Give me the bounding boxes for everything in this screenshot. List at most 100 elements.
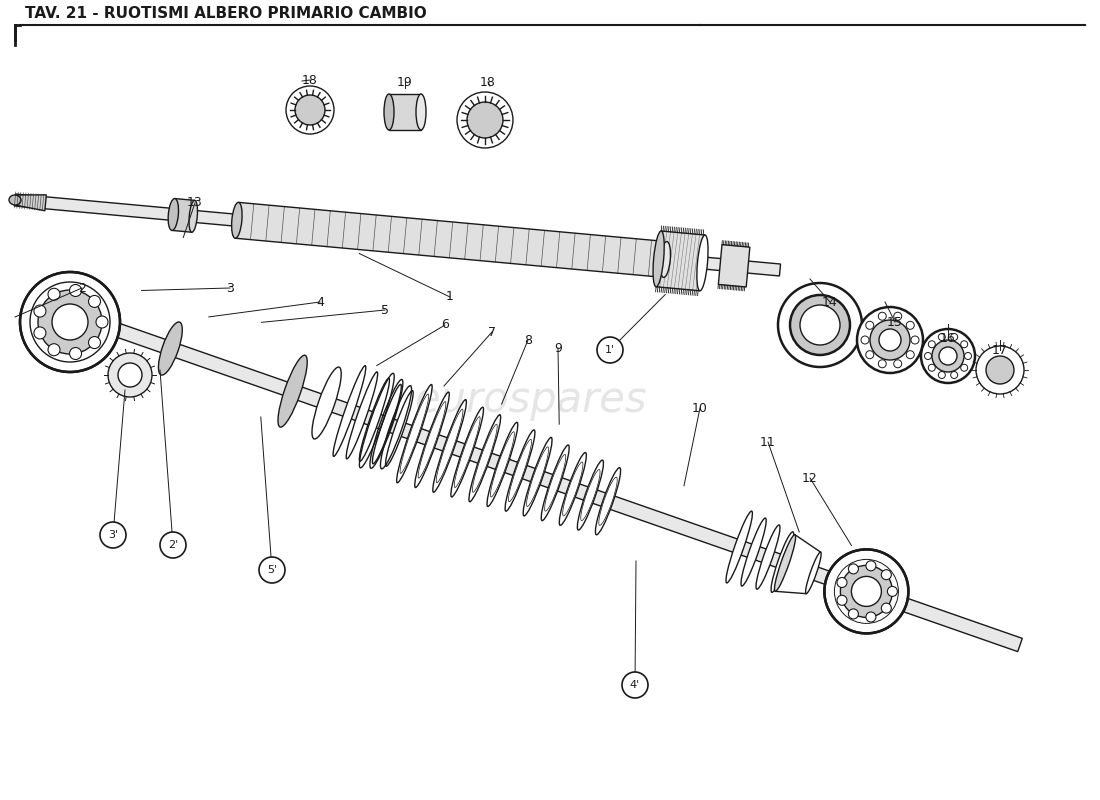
- Circle shape: [824, 550, 909, 634]
- Ellipse shape: [524, 438, 552, 516]
- Circle shape: [621, 672, 648, 698]
- Ellipse shape: [416, 94, 426, 130]
- Text: 13: 13: [187, 197, 202, 210]
- Circle shape: [857, 307, 923, 373]
- Ellipse shape: [726, 511, 752, 583]
- Text: 11: 11: [760, 435, 775, 449]
- Circle shape: [866, 322, 873, 330]
- Polygon shape: [14, 194, 781, 276]
- Circle shape: [88, 337, 100, 349]
- Circle shape: [69, 347, 81, 359]
- Circle shape: [986, 356, 1014, 384]
- Circle shape: [39, 290, 102, 354]
- Text: 3': 3': [108, 530, 118, 540]
- Polygon shape: [718, 245, 750, 287]
- Text: 2: 2: [78, 282, 86, 294]
- Text: 16: 16: [940, 331, 956, 345]
- Text: 2': 2': [168, 540, 178, 550]
- Ellipse shape: [595, 468, 620, 534]
- Ellipse shape: [232, 202, 242, 238]
- Text: 1: 1: [447, 290, 454, 303]
- Text: 14: 14: [822, 295, 838, 309]
- Circle shape: [924, 353, 932, 359]
- Ellipse shape: [451, 407, 484, 497]
- Circle shape: [906, 350, 914, 358]
- Circle shape: [921, 329, 975, 383]
- Text: 4': 4': [630, 680, 640, 690]
- Ellipse shape: [653, 231, 664, 286]
- Text: 12: 12: [802, 471, 818, 485]
- Ellipse shape: [9, 195, 21, 205]
- Circle shape: [878, 312, 887, 320]
- Ellipse shape: [774, 534, 795, 591]
- Circle shape: [911, 336, 918, 344]
- Circle shape: [88, 295, 100, 307]
- Circle shape: [800, 305, 840, 345]
- Ellipse shape: [397, 385, 432, 482]
- Ellipse shape: [189, 200, 198, 232]
- Ellipse shape: [360, 378, 389, 462]
- Circle shape: [52, 304, 88, 340]
- Ellipse shape: [168, 198, 178, 230]
- Text: TAV. 21 - RUOTISMI ALBERO PRIMARIO CAMBIO: TAV. 21 - RUOTISMI ALBERO PRIMARIO CAMBI…: [25, 6, 427, 21]
- Circle shape: [928, 341, 935, 348]
- Polygon shape: [235, 202, 667, 278]
- Circle shape: [848, 609, 858, 619]
- Circle shape: [597, 337, 623, 363]
- Circle shape: [950, 334, 958, 341]
- Circle shape: [100, 522, 126, 548]
- Circle shape: [965, 353, 971, 359]
- Circle shape: [879, 329, 901, 351]
- Circle shape: [906, 322, 914, 330]
- Circle shape: [960, 364, 968, 371]
- Ellipse shape: [487, 422, 518, 506]
- Circle shape: [851, 576, 881, 606]
- Text: 9: 9: [554, 342, 562, 354]
- Ellipse shape: [541, 445, 569, 521]
- Ellipse shape: [312, 367, 341, 439]
- Text: 10: 10: [692, 402, 708, 414]
- Circle shape: [160, 532, 186, 558]
- Circle shape: [950, 371, 958, 378]
- Circle shape: [938, 334, 945, 341]
- Circle shape: [837, 595, 847, 606]
- Circle shape: [34, 327, 46, 339]
- Polygon shape: [57, 303, 1022, 652]
- Text: 1': 1': [605, 345, 615, 355]
- Circle shape: [108, 353, 152, 397]
- Ellipse shape: [771, 532, 794, 592]
- Circle shape: [866, 561, 876, 570]
- Circle shape: [840, 566, 892, 618]
- Circle shape: [468, 102, 503, 138]
- Circle shape: [881, 570, 891, 580]
- Circle shape: [118, 363, 142, 387]
- Text: 5': 5': [267, 565, 277, 575]
- Circle shape: [48, 344, 60, 356]
- Text: 7: 7: [488, 326, 496, 338]
- Ellipse shape: [578, 460, 604, 530]
- Circle shape: [866, 350, 873, 358]
- Circle shape: [20, 272, 120, 372]
- Circle shape: [286, 86, 334, 134]
- Text: 5: 5: [381, 303, 389, 317]
- Ellipse shape: [415, 392, 449, 487]
- Circle shape: [790, 295, 850, 355]
- Circle shape: [48, 288, 60, 300]
- Text: 6: 6: [441, 318, 449, 331]
- Ellipse shape: [741, 518, 767, 586]
- Circle shape: [295, 95, 324, 125]
- Polygon shape: [14, 195, 46, 210]
- Text: 15: 15: [887, 315, 903, 329]
- Text: 17: 17: [992, 343, 1008, 357]
- Ellipse shape: [373, 384, 402, 464]
- Circle shape: [976, 346, 1024, 394]
- Circle shape: [928, 364, 935, 371]
- Ellipse shape: [559, 453, 586, 526]
- Circle shape: [932, 340, 964, 372]
- Circle shape: [893, 312, 902, 320]
- Circle shape: [69, 285, 81, 297]
- Text: 4: 4: [316, 295, 323, 309]
- Circle shape: [881, 603, 891, 613]
- Ellipse shape: [756, 525, 780, 589]
- Ellipse shape: [158, 322, 183, 375]
